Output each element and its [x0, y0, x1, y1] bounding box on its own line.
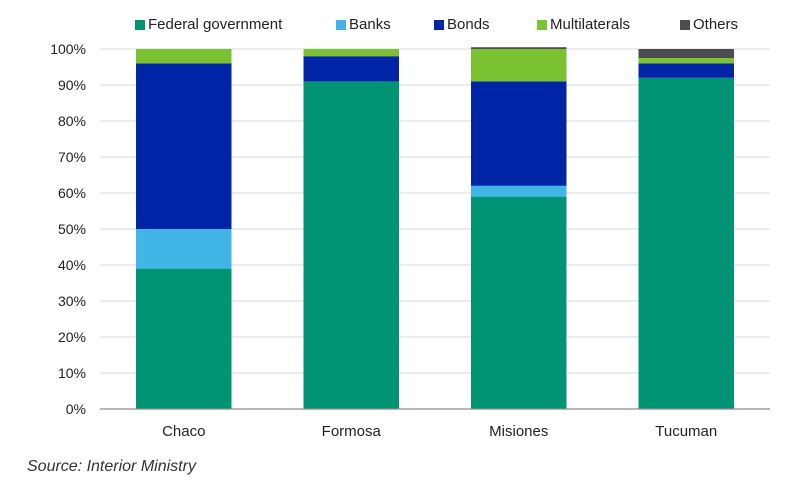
legend-label-multilaterals: Multilaterals	[550, 16, 631, 33]
bar-segment-bonds	[638, 63, 734, 78]
y-tick-label: 20%	[58, 329, 86, 345]
legend-item-multilaterals: Multilaterals	[537, 16, 630, 33]
x-tick-label: Tucuman	[655, 423, 717, 440]
bar-segment-others	[638, 49, 734, 58]
bar-segment-federal-government	[471, 196, 567, 409]
y-tick-label: 30%	[58, 293, 86, 309]
legend-swatch-federal-government	[135, 19, 145, 30]
bar-segment-multilaterals	[303, 49, 399, 57]
legend-swatch-multilaterals	[537, 19, 547, 30]
bar-segment-multilaterals	[638, 58, 734, 64]
bar-segment-federal-government	[638, 77, 734, 410]
chart-legend: Federal government Banks Bonds Multilate…	[0, 16, 800, 40]
legend-swatch-bonds	[434, 19, 444, 30]
legend-label-federal-government: Federal government	[148, 16, 283, 33]
bar-segment-federal-government	[136, 268, 232, 409]
y-tick-label: 100%	[50, 41, 86, 57]
legend-item-banks: Banks	[336, 16, 391, 33]
bar-segment-multilaterals	[136, 49, 232, 64]
x-tick-label: Formosa	[322, 423, 382, 440]
bar-segment-bonds	[136, 63, 232, 230]
bar-segment-bonds	[303, 56, 399, 82]
source-note: Source: Interior Ministry	[27, 458, 196, 475]
bar-segment-banks	[471, 185, 567, 197]
legend-item-federal-government: Federal government	[135, 16, 282, 33]
legend-swatch-others	[680, 19, 690, 30]
y-tick-label: 70%	[58, 149, 86, 165]
x-tick-label: Chaco	[162, 423, 205, 440]
y-tick-label: 0%	[66, 401, 86, 417]
bar-segment-federal-government	[303, 81, 399, 410]
legend-item-bonds: Bonds	[434, 16, 490, 33]
y-tick-label: 60%	[58, 185, 86, 201]
y-tick-label: 90%	[58, 77, 86, 93]
legend-label-others: Others	[693, 16, 739, 33]
legend-label-banks: Banks	[349, 16, 391, 33]
y-tick-label: 80%	[58, 113, 86, 129]
legend-swatch-banks	[336, 19, 346, 30]
bar-segment-bonds	[471, 81, 567, 186]
bar-segment-multilaterals	[471, 49, 567, 82]
bar-segment-banks	[136, 229, 232, 269]
y-tick-label: 10%	[58, 365, 86, 381]
legend-label-bonds: Bonds	[447, 16, 490, 33]
y-tick-label: 40%	[58, 257, 86, 273]
bar-segment-others	[471, 47, 567, 49]
legend-item-others: Others	[680, 16, 738, 33]
x-tick-label: Misiones	[489, 423, 548, 440]
y-tick-label: 50%	[58, 221, 86, 237]
